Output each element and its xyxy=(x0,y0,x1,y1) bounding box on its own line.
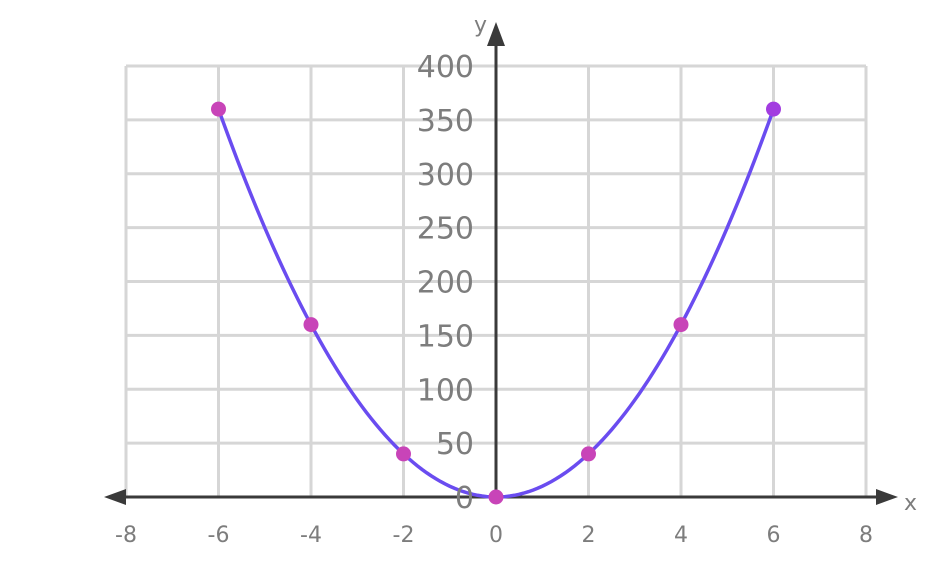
x-tick-label: -6 xyxy=(208,523,230,548)
data-point xyxy=(766,101,781,117)
y-tick-label: 50 xyxy=(436,427,474,462)
x-tick-label: -8 xyxy=(115,523,137,548)
x-tick-label: 6 xyxy=(767,523,781,548)
axes xyxy=(104,22,898,505)
data-point xyxy=(303,317,319,333)
x-tick-label: 8 xyxy=(859,523,873,548)
x-tick-label: -2 xyxy=(393,523,415,548)
x-axis-label: x xyxy=(904,491,917,516)
y-tick-label: 350 xyxy=(417,104,474,139)
y-tick-label: 200 xyxy=(417,266,474,301)
x-tick-label: 4 xyxy=(674,523,688,548)
y-tick-label: 0 xyxy=(455,481,474,516)
y-axis-label: y xyxy=(474,13,487,38)
x-tick-label: -4 xyxy=(300,523,322,548)
y-tick-label: 150 xyxy=(417,319,474,354)
y-tick-label: 250 xyxy=(417,212,474,247)
points-layer xyxy=(211,101,781,505)
x-axis-left-arrow-icon xyxy=(104,489,126,505)
y-tick-label: 300 xyxy=(417,158,474,193)
data-point xyxy=(673,317,689,333)
y-axis-up-arrow-icon xyxy=(487,22,505,46)
y-tick-label: 100 xyxy=(417,373,474,408)
x-axis-right-arrow-icon xyxy=(876,489,898,505)
data-point xyxy=(396,446,411,462)
data-point xyxy=(488,489,504,505)
y-tick-label: 400 xyxy=(417,50,474,85)
data-point xyxy=(211,101,226,117)
tick-labels: x y -8 -6 -4 -2 0 2 4 6 8 0 50 100 150 200 250 300 350 400 xyxy=(115,13,917,548)
data-point xyxy=(581,446,596,462)
x-tick-label: 2 xyxy=(582,523,596,548)
x-tick-label: 0 xyxy=(489,523,503,548)
